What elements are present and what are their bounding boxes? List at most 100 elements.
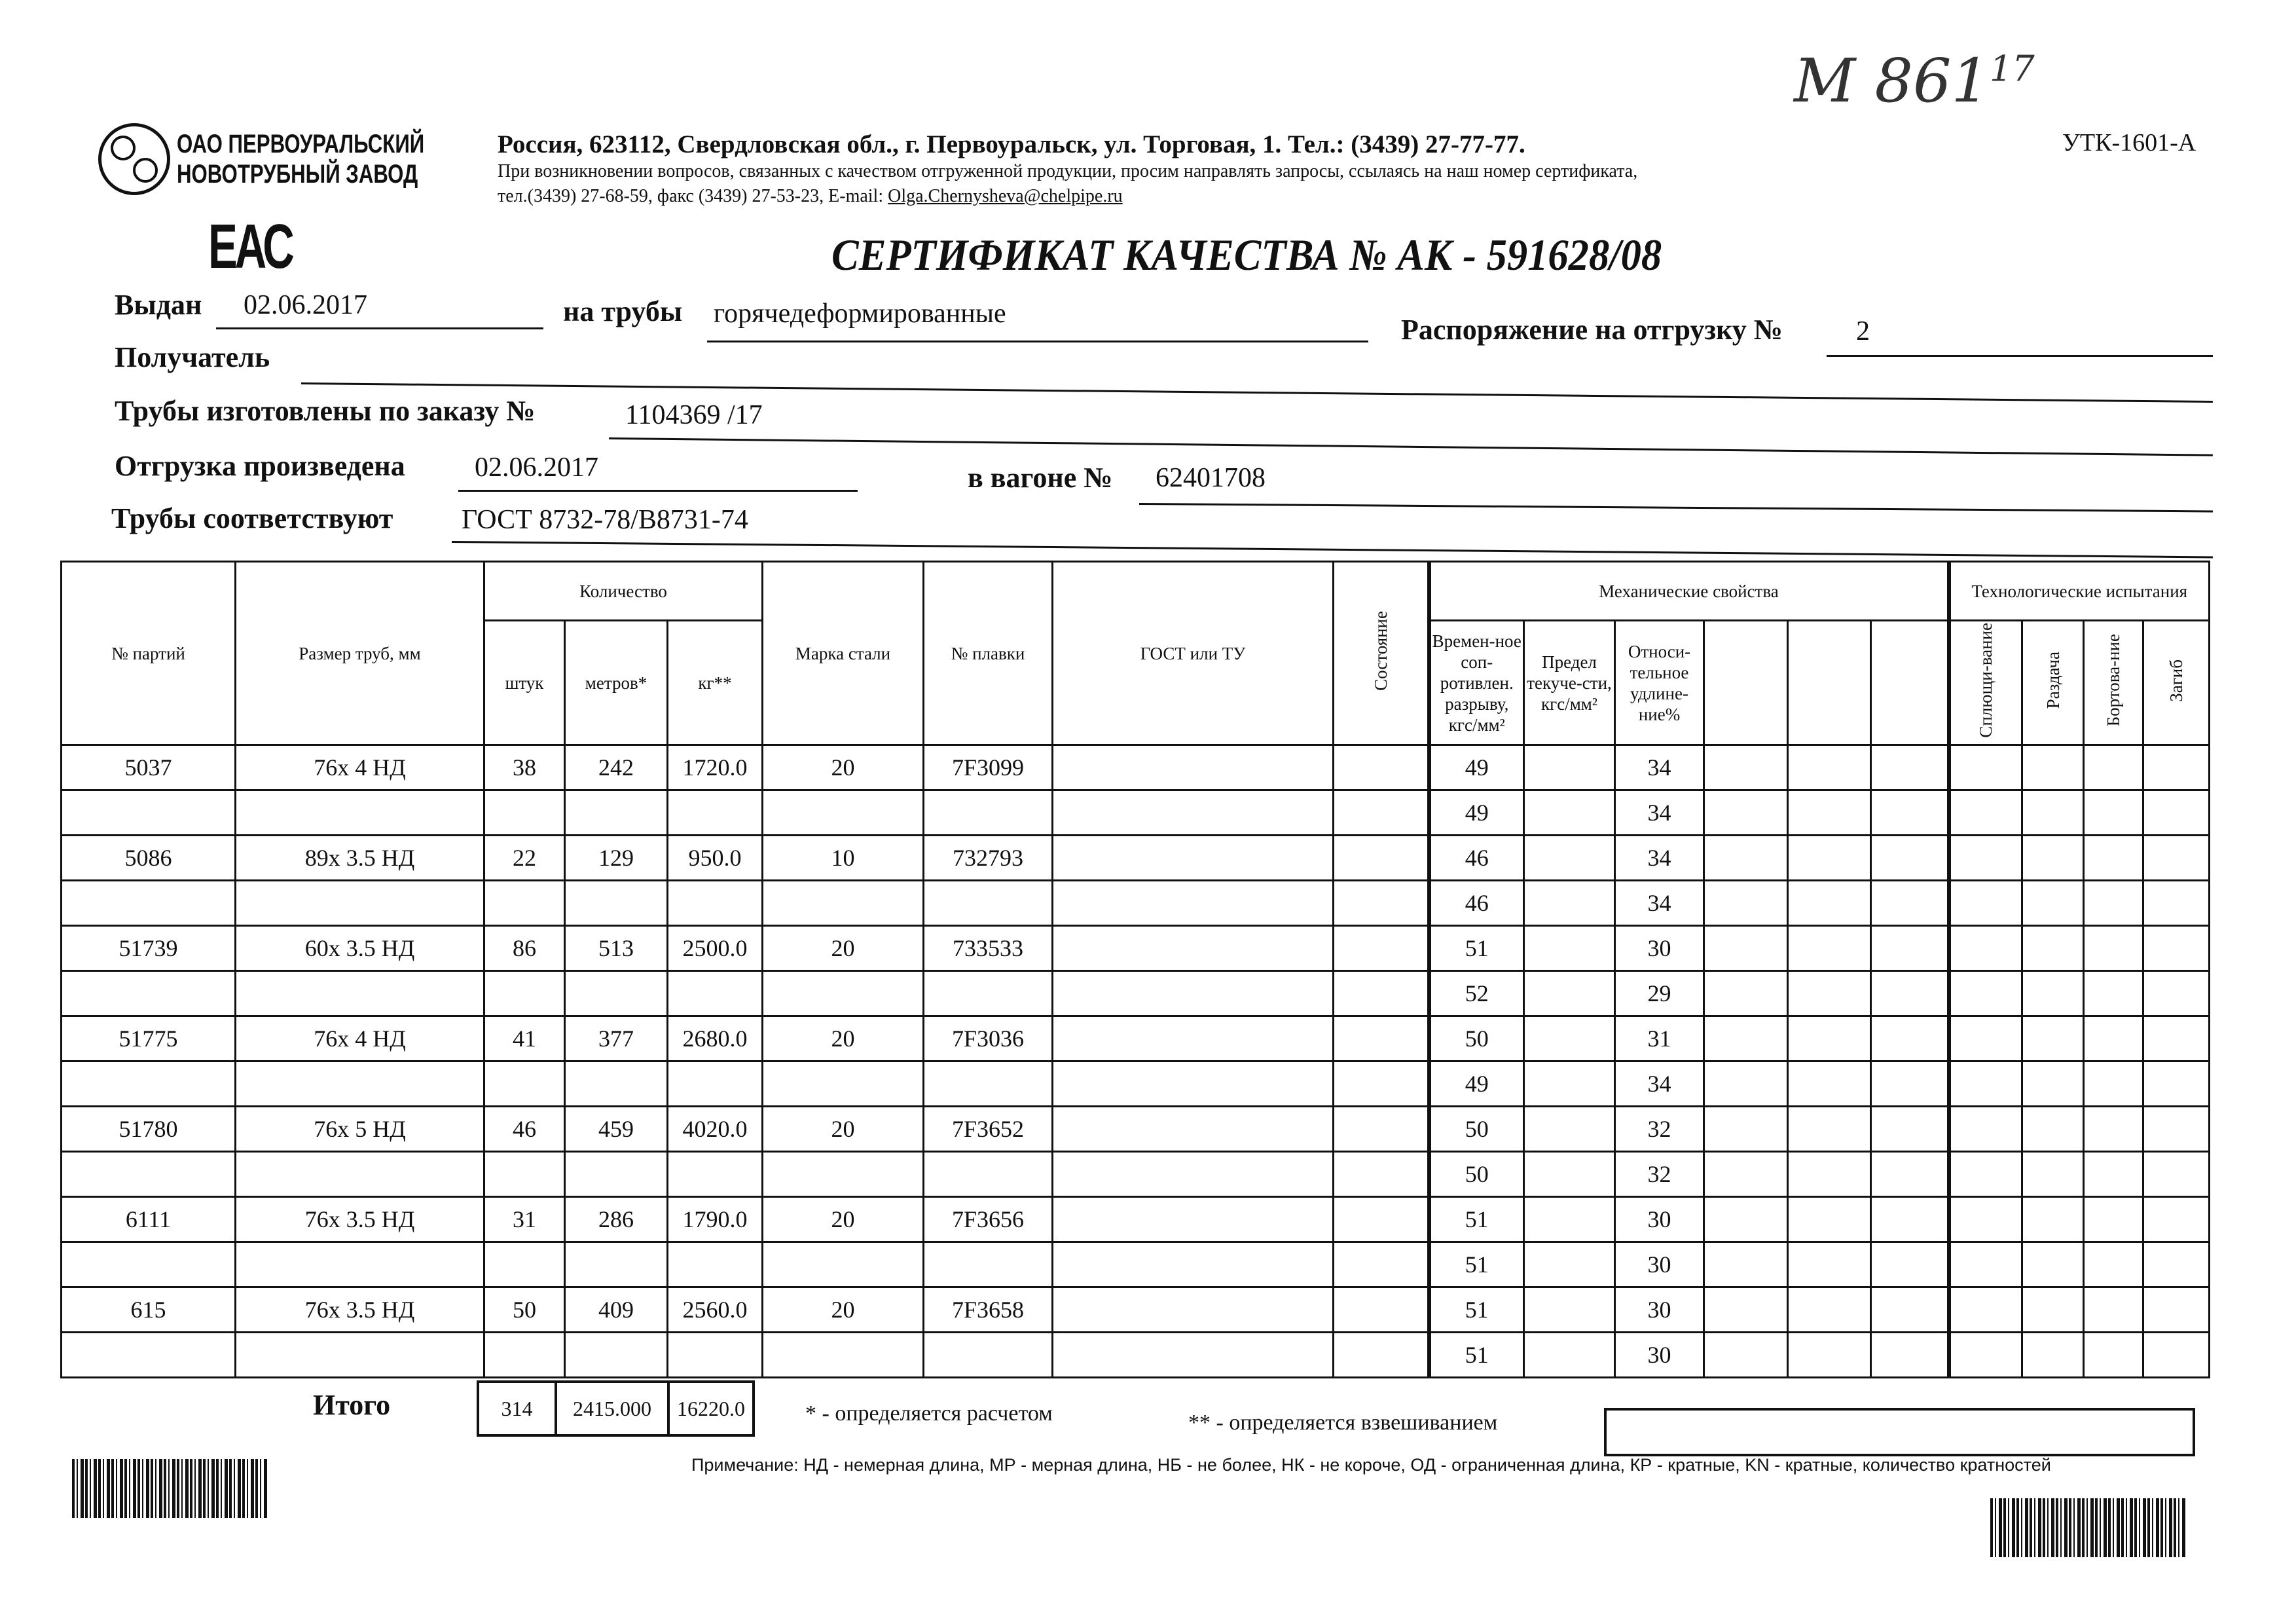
table-row: 51775 76x 4 НД 41 377 2680.0 20 7F3036 50 31 (60, 1015, 2210, 1062)
cell-elongation: 29 (1614, 970, 1705, 1017)
cell-blank (1870, 1015, 1950, 1062)
cell-batch: 5037 (60, 744, 236, 791)
cell-kg (666, 1151, 763, 1198)
header-tensile: Времен-ное соп-ротивлен. разрыву, кгс/мм… (1427, 619, 1525, 746)
made-label: Трубы изготовлены по заказу № (115, 395, 536, 427)
header-batch: № партий (60, 561, 236, 746)
cell-flatten (1946, 970, 2023, 1017)
cell-flatten (1946, 744, 2023, 791)
cell-bend (2142, 1196, 2210, 1243)
cell-expand (2021, 1286, 2085, 1333)
cell-kg (666, 1331, 763, 1378)
cell-meters (564, 1060, 668, 1107)
cell-yield (1523, 1331, 1616, 1378)
cell-blank (1787, 1241, 1872, 1288)
totals-label: Итого (313, 1389, 391, 1421)
cell-steel: 20 (761, 925, 924, 972)
cell-kg (666, 879, 763, 927)
cell-kg: 2680.0 (666, 1015, 763, 1062)
cell-meters (564, 1241, 668, 1288)
company-logo: ОАО ПЕРВОУРАЛЬСКИЙ НОВОТРУБНЫЙ ЗАВОД (98, 123, 494, 195)
cell-state (1332, 1105, 1430, 1153)
table-row: 615 76x 3.5 НД 50 409 2560.0 20 7F3658 51 30 (60, 1286, 2210, 1333)
cell-kg: 1720.0 (666, 744, 763, 791)
cell-flange (2083, 1196, 2144, 1243)
contact-note: При возникновении вопросов, связанных с … (498, 161, 1638, 181)
cell-expand (2021, 970, 2085, 1017)
pipes-value: горячедеформированные (714, 299, 1006, 329)
cell-elongation: 34 (1614, 879, 1705, 927)
cell-blank (1870, 744, 1950, 791)
email-link[interactable]: Olga.Chernysheva@chelpipe.ru (888, 186, 1123, 206)
cell-blank (1870, 1060, 1950, 1107)
header-yield: Предел текуче-сти, кгс/мм² (1523, 619, 1616, 746)
cell-heat: 7F3099 (922, 744, 1053, 791)
barcode-right (1990, 1498, 2187, 1557)
cell-heat: 733533 (922, 925, 1053, 972)
cell-flatten (1946, 925, 2023, 972)
form-code: УТК-1601-А (2062, 129, 2196, 157)
cell-elongation: 34 (1614, 744, 1705, 791)
cell-batch: 51780 (60, 1105, 236, 1153)
table-row: 51 30 (60, 1331, 2210, 1378)
cell-pieces (483, 970, 566, 1017)
table-row: 5037 76x 4 НД 38 242 1720.0 20 7F3099 49 34 (60, 744, 2210, 791)
cell-flatten (1946, 1241, 2023, 1288)
header-meters: метров* (564, 619, 668, 746)
cell-elongation: 31 (1614, 1015, 1705, 1062)
cell-state (1332, 834, 1430, 881)
cell-heat: 732793 (922, 834, 1053, 881)
cell-heat (922, 1151, 1053, 1198)
cell-expand (2021, 1241, 2085, 1288)
cell-size: 76x 3.5 НД (234, 1286, 485, 1333)
cell-steel (761, 789, 924, 836)
cell-size: 76x 4 НД (234, 744, 485, 791)
header-steel: Марка стали (761, 561, 924, 746)
cell-pieces (483, 879, 566, 927)
cell-bend (2142, 970, 2210, 1017)
cell-expand (2021, 1196, 2085, 1243)
cell-batch: 51775 (60, 1015, 236, 1062)
cell-steel (761, 1151, 924, 1198)
cell-blank (1870, 1151, 1950, 1198)
cell-yield (1523, 789, 1616, 836)
cell-heat (922, 970, 1053, 1017)
cell-blank (1703, 879, 1789, 927)
cell-blank (1787, 1196, 1872, 1243)
cell-batch: 615 (60, 1286, 236, 1333)
cell-blank (1870, 1105, 1950, 1153)
cell-state (1332, 789, 1430, 836)
wagon-value: 62401708 (1156, 463, 1266, 493)
cell-expand (2021, 1060, 2085, 1107)
cell-heat: 7F3658 (922, 1286, 1053, 1333)
cell-tensile: 51 (1427, 1196, 1525, 1243)
cell-elongation: 30 (1614, 1196, 1705, 1243)
made-value: 1104369 /17 (625, 400, 763, 430)
cell-kg: 950.0 (666, 834, 763, 881)
shipped-label: Отгрузка произведена (115, 450, 405, 482)
cell-meters: 409 (564, 1286, 668, 1333)
cell-blank (1787, 1331, 1872, 1378)
cell-steel: 20 (761, 1015, 924, 1062)
footnote-legend: Примечание: НД - немерная длина, МР - ме… (691, 1455, 2051, 1475)
cell-flange (2083, 834, 2144, 881)
cell-blank (1703, 1286, 1789, 1333)
cell-meters (564, 970, 668, 1017)
cell-gost (1051, 1286, 1334, 1333)
cell-elongation: 30 (1614, 1331, 1705, 1378)
cell-gost (1051, 1241, 1334, 1288)
cell-elongation: 32 (1614, 1151, 1705, 1198)
header-quantity: Количество (483, 561, 763, 621)
cell-batch (60, 789, 236, 836)
signature-box (1604, 1408, 2195, 1456)
header-flatten: Сплющи-вание (1946, 619, 2023, 746)
cell-bend (2142, 925, 2210, 972)
table-row: 49 34 (60, 1060, 2210, 1107)
cell-gost (1051, 1015, 1334, 1062)
cell-heat (922, 1331, 1053, 1378)
cell-size (234, 970, 485, 1017)
cell-flatten (1946, 1286, 2023, 1333)
cell-yield (1523, 1241, 1616, 1288)
cell-bend (2142, 879, 2210, 927)
cell-blank (1787, 970, 1872, 1017)
